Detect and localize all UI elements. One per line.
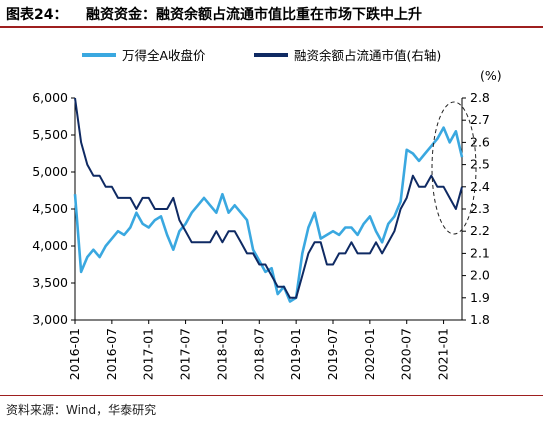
source-note: 资料来源：Wind，华泰研究 bbox=[6, 403, 157, 417]
right-tick-label: 2.7 bbox=[470, 112, 490, 127]
right-tick-label: 2.8 bbox=[470, 90, 490, 105]
x-tick-label: 2017-07 bbox=[178, 328, 193, 380]
x-tick-label: 2018-01 bbox=[214, 328, 229, 380]
figure-number: 图表24： bbox=[6, 7, 68, 23]
left-tick-label: 3,500 bbox=[32, 275, 68, 290]
right-tick-label: 2.1 bbox=[470, 245, 490, 260]
x-tick-label: 2020-01 bbox=[362, 328, 377, 380]
right-tick-label: 2.5 bbox=[470, 157, 490, 172]
right-tick-label: 1.9 bbox=[470, 290, 490, 305]
source-bar: 资料来源：Wind，华泰研究 bbox=[0, 395, 543, 422]
left-tick-label: 3,000 bbox=[32, 312, 68, 327]
x-tick-label: 2016-01 bbox=[67, 328, 82, 380]
right-axis-unit: (%) bbox=[480, 68, 502, 83]
line-chart: 3,000 3,500 4,000 4,500 5,000 5,500 6,000 1.8 1.… bbox=[32, 48, 502, 380]
left-tick-label: 6,000 bbox=[32, 90, 68, 105]
figure-title-bar: 图表24： 融资资金：融资余额占流通市值比重在市场下跌中上升 bbox=[0, 0, 543, 28]
x-tick-label: 2019-07 bbox=[325, 328, 340, 380]
left-tick-label: 4,000 bbox=[32, 238, 68, 253]
x-tick-label: 2020-07 bbox=[399, 328, 414, 380]
x-tick-label: 2019-01 bbox=[288, 328, 303, 380]
figure-title: 融资资金：融资余额占流通市值比重在市场下跌中上升 bbox=[86, 7, 422, 23]
x-tick-label: 2017-01 bbox=[141, 328, 156, 380]
left-tick-label: 5,000 bbox=[32, 164, 68, 179]
highlight-ellipse bbox=[431, 101, 477, 235]
series-line-index-close bbox=[73, 126, 464, 303]
right-tick-label: 2.4 bbox=[470, 179, 490, 194]
x-tick-label: 2021-01 bbox=[436, 328, 451, 380]
legend-label-margin-ratio: 融资余额占流通市值(右轴) bbox=[294, 48, 441, 63]
x-tick-label: 2016-07 bbox=[104, 328, 119, 380]
right-tick-label: 2.0 bbox=[470, 268, 490, 283]
series-line-margin-ratio bbox=[74, 97, 463, 299]
right-tick-label: 2.2 bbox=[470, 223, 490, 238]
x-tick-label: 2018-07 bbox=[251, 328, 266, 380]
right-tick-label: 2.3 bbox=[470, 201, 490, 216]
left-tick-label: 5,500 bbox=[32, 127, 68, 142]
right-tick-label: 1.8 bbox=[470, 312, 490, 327]
left-tick-label: 4,500 bbox=[32, 201, 68, 216]
legend-label-index-close: 万得全A收盘价 bbox=[122, 48, 206, 63]
right-tick-label: 2.6 bbox=[470, 134, 490, 149]
